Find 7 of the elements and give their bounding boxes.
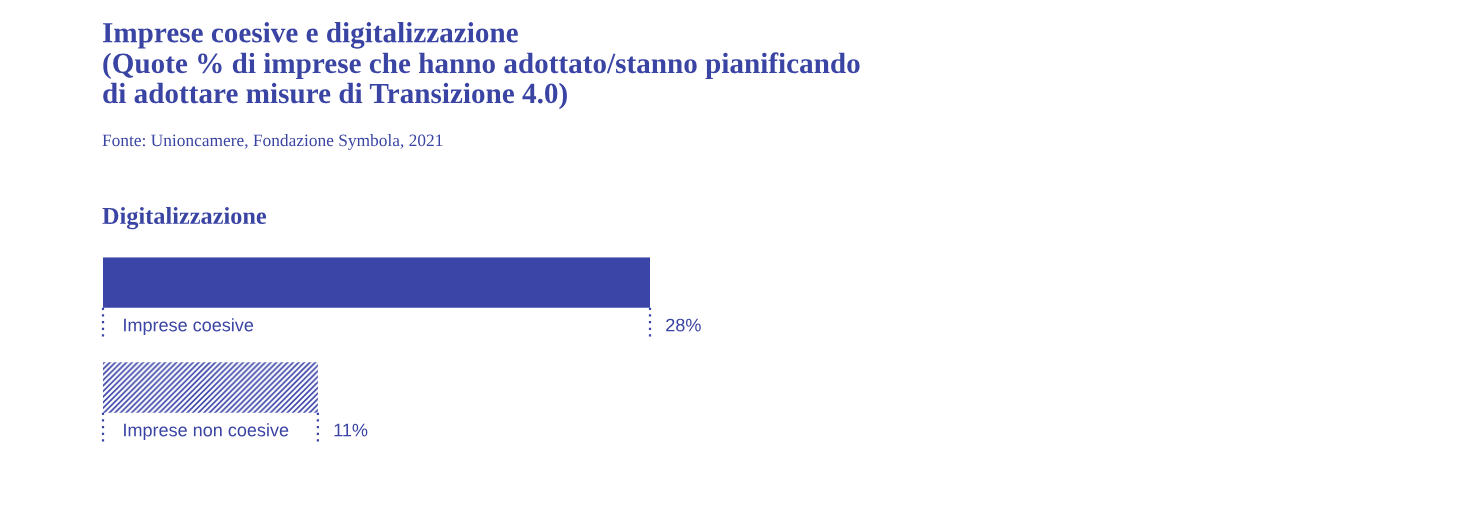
chart-title: Imprese coesive e digitalizzazione (Quote % di imprese che hanno adottato/stanno pianificando di adottare misure di Transizione 4.0): [102, 22, 860, 110]
y-tick-label: Imprese non coesive: [124, 423, 289, 441]
source-note: Fonte: Unioncamere, Fondazione Symbola, 2021: [102, 134, 443, 150]
chart-subtitle: Digitalizzazione: [102, 207, 267, 230]
data-label: 28%: [666, 318, 701, 332]
data-label: 11%: [334, 423, 368, 437]
y-tick-label: Imprese coesive: [124, 318, 254, 336]
